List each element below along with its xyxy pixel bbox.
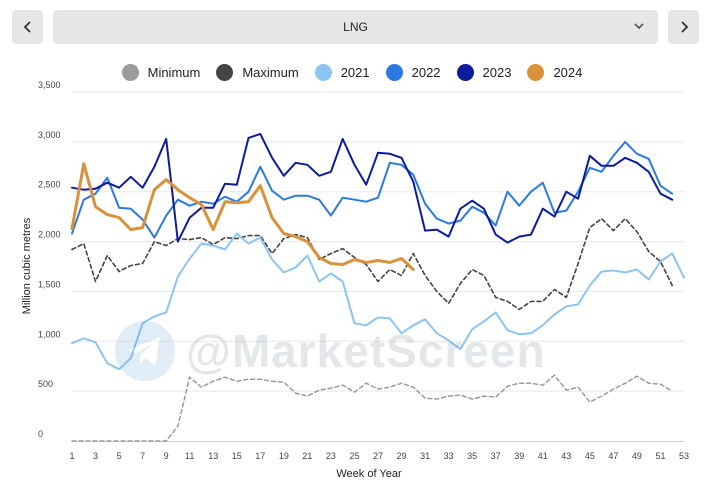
y-tick-label: 3,500 [38,80,61,90]
legend-item-minimum[interactable]: Minimum [121,64,201,81]
series-line-minimum [71,374,673,442]
legend-item-2024[interactable]: 2024 [527,64,582,81]
x-tick-label: 53 [679,451,689,461]
x-tick-label: 29 [397,451,407,461]
x-tick-label: 39 [514,451,524,461]
x-tick-label: 33 [444,451,454,461]
legend-label: 2022 [411,65,441,80]
legend-item-maximum[interactable]: Maximum [216,64,299,81]
chevron-down-icon [634,23,644,30]
x-tick-label: 49 [632,451,642,461]
legend-marker [456,64,474,81]
x-tick-label: 13 [208,451,218,461]
x-tick-label: 31 [420,451,430,461]
legend-item-2023[interactable]: 2023 [456,64,512,81]
legend-label: 2023 [482,65,512,80]
series-line-2022 [71,140,674,239]
series-line-maximum [71,217,674,311]
x-tick-label: 43 [561,451,571,461]
x-tick-label: 23 [326,451,336,461]
x-tick-label: 15 [232,451,242,461]
y-tick-label: 2,500 [38,180,61,190]
series-line-2021 [71,232,685,371]
x-tick-label: 17 [255,451,265,461]
y-tick-label: 3,000 [38,130,61,140]
chevron-left-icon [23,21,31,33]
legend-marker [314,64,332,81]
x-tick-label: 41 [538,451,548,461]
x-tick-label: 37 [491,451,501,461]
y-tick-label: 0 [38,429,43,439]
x-tick-label: 11 [185,451,194,461]
chart-legend: Minimum Maximum 2021 2022 2023 2024 [0,64,704,81]
legend-item-2022[interactable]: 2022 [385,64,441,81]
legend-label: 2021 [340,65,370,80]
x-tick-label: 45 [585,451,595,461]
x-axis-title: Week of Year [336,468,402,480]
x-tick-label: 9 [164,451,169,461]
chevron-right-icon [680,21,688,33]
y-tick-label: 500 [38,379,53,389]
x-tick-label: 21 [302,451,312,461]
series-line-2023 [71,132,674,244]
x-tick-label: 47 [608,451,618,461]
top-bar: LNG [0,0,704,52]
x-tick-label: 35 [467,451,477,461]
y-tick-label: 1,500 [38,279,61,289]
legend-marker [216,64,234,81]
legend-item-2021[interactable]: 2021 [314,64,370,81]
x-tick-label: 19 [279,451,289,461]
legend-marker [385,64,403,81]
x-tick-label: 3 [93,451,98,461]
y-axis-title: Million cubic metres [21,217,33,314]
next-button[interactable] [668,10,699,44]
x-tick-label: 25 [349,451,359,461]
x-tick-label: 1 [69,451,74,461]
legend-marker [121,64,139,81]
legend-label: 2024 [553,65,583,80]
previous-button[interactable] [12,10,43,44]
x-tick-label: 5 [117,451,122,461]
x-tick-label: 51 [655,451,665,461]
legend-label: Maximum [242,65,299,80]
commodity-select[interactable]: LNG [53,10,658,44]
x-tick-label: 7 [140,451,145,461]
commodity-select-value: LNG [343,20,368,34]
series-line-2024 [70,162,415,271]
y-tick-label: 2,000 [38,230,61,240]
x-tick-label: 27 [373,451,383,461]
legend-label: Minimum [147,65,201,80]
legend-marker [527,64,545,81]
y-tick-label: 1,000 [38,329,61,339]
